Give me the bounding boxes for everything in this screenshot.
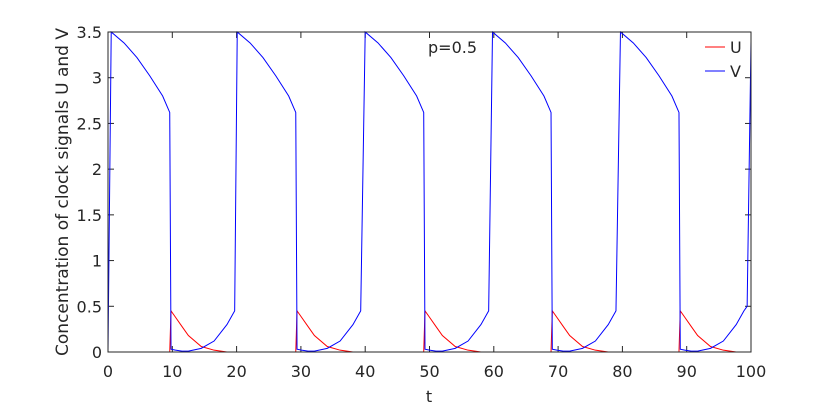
x-tick-label: 30 bbox=[291, 362, 311, 381]
legend-label: V bbox=[730, 62, 741, 81]
x-tick-label: 60 bbox=[484, 362, 504, 381]
annotation: p=0.5 bbox=[428, 38, 477, 57]
legend-label: U bbox=[730, 38, 742, 57]
y-tick-label: 0 bbox=[92, 343, 102, 362]
x-tick-label: 50 bbox=[419, 362, 439, 381]
x-tick-label: 70 bbox=[548, 362, 568, 381]
y-tick-label: 1.5 bbox=[77, 206, 102, 225]
x-axis-label: t bbox=[426, 387, 432, 406]
y-axis-label: Concentration of clock signals U and V bbox=[53, 28, 73, 356]
x-tick-label: 20 bbox=[226, 362, 246, 381]
x-tick-label: 10 bbox=[162, 362, 182, 381]
x-tick-label: 90 bbox=[677, 362, 697, 381]
x-tick-label: 100 bbox=[736, 362, 767, 381]
x-tick-label: 80 bbox=[612, 362, 632, 381]
y-tick-label: 0.5 bbox=[77, 297, 102, 316]
y-tick-label: 1 bbox=[92, 252, 102, 271]
x-tick-label: 0 bbox=[103, 362, 113, 381]
y-tick-label: 3 bbox=[92, 69, 102, 88]
y-tick-label: 3.5 bbox=[77, 23, 102, 42]
x-tick-label: 40 bbox=[355, 362, 375, 381]
y-tick-label: 2 bbox=[92, 160, 102, 179]
series-line bbox=[107, 30, 752, 353]
plot-frame bbox=[107, 31, 752, 353]
y-tick-label: 2.5 bbox=[77, 114, 102, 133]
